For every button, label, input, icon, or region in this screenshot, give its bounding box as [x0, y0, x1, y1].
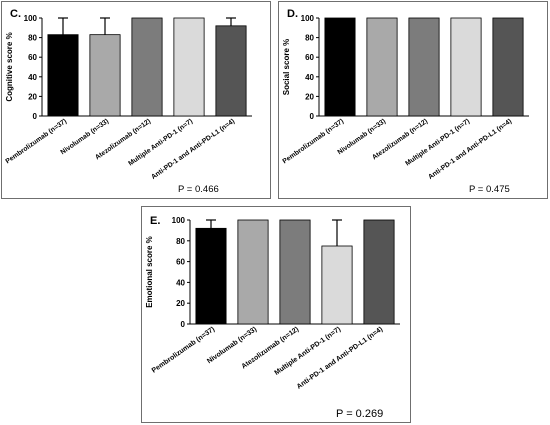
y-axis-title: Cognitive score % — [5, 32, 14, 101]
chart-d-svg: D. Social score % 0 20 40 60 80 100 Pembrolizuma… — [282, 8, 529, 195]
bar — [408, 17, 440, 117]
p-value-annotation: P = 0.269 — [336, 408, 383, 420]
bar — [173, 17, 205, 117]
y-tick-label: 20 — [176, 299, 185, 308]
y-tick-label: 40 — [28, 73, 37, 82]
bar — [89, 34, 121, 117]
chart-e-svg: E. Emotional score % 0 20 40 60 80 100 Pembroliz… — [145, 215, 400, 420]
y-tick-label: 80 — [176, 237, 185, 246]
category-label: Pembrolizumab (n=37) — [151, 326, 216, 375]
chart-c-svg: C. Cognitive score % 0 20 40 60 80 100 Pembroliz… — [5, 8, 252, 195]
bar — [47, 34, 79, 117]
y-axis-title: Social score % — [282, 39, 291, 95]
bar — [195, 227, 227, 325]
category-label: Anti-PD-1 and Anti-PD-L1 (n=4) — [427, 118, 513, 181]
bar — [363, 219, 395, 325]
category-label: Pembrolizumab (n=37) — [282, 118, 346, 165]
y-tick-label: 40 — [305, 73, 314, 82]
panel-label: D. — [287, 8, 298, 20]
y-tick-label: 100 — [301, 14, 315, 23]
chart-panel-d: D. Social score % 0 20 40 60 80 100 Pembrolizuma… — [278, 1, 548, 199]
y-tick-label: 60 — [305, 53, 314, 62]
p-value-annotation: P = 0.475 — [469, 184, 510, 195]
p-value-annotation: P = 0.466 — [178, 184, 219, 195]
y-tick-label: 20 — [305, 92, 314, 101]
bar — [450, 17, 482, 117]
y-tick-label: 60 — [176, 258, 185, 267]
y-tick-label: 100 — [24, 14, 38, 23]
category-label: Pembrolizumab (n=37) — [5, 118, 69, 165]
bar — [492, 17, 524, 117]
y-tick-label: 40 — [176, 278, 185, 287]
bar — [279, 219, 311, 325]
chart-panel-e: E. Emotional score % 0 20 40 60 80 100 Pembroliz… — [141, 206, 411, 423]
y-tick-label: 100 — [172, 216, 186, 225]
category-label: Anti-PD-1 and Anti-PD-L1 (n=4) — [150, 118, 236, 181]
bar — [131, 17, 163, 117]
y-tick-label: 20 — [28, 92, 37, 101]
bar — [321, 245, 353, 325]
bar — [324, 17, 356, 117]
y-tick-label: 0 — [33, 112, 38, 121]
panel-label: C. — [10, 8, 21, 20]
y-tick-label: 0 — [181, 320, 186, 329]
category-label: Anti-PD-1 and Anti-PD-L1 (n=4) — [296, 326, 384, 391]
bar — [366, 17, 398, 117]
y-tick-label: 80 — [28, 34, 37, 43]
bar — [237, 219, 269, 325]
bar — [215, 25, 247, 117]
y-tick-label: 60 — [28, 53, 37, 62]
chart-panel-c: C. Cognitive score % 0 20 40 60 80 100 Pembroliz… — [1, 1, 271, 199]
y-axis-title: Emotional score % — [145, 236, 154, 308]
y-tick-label: 80 — [305, 34, 314, 43]
y-tick-label: 0 — [310, 112, 315, 121]
panel-label: E. — [150, 215, 160, 227]
